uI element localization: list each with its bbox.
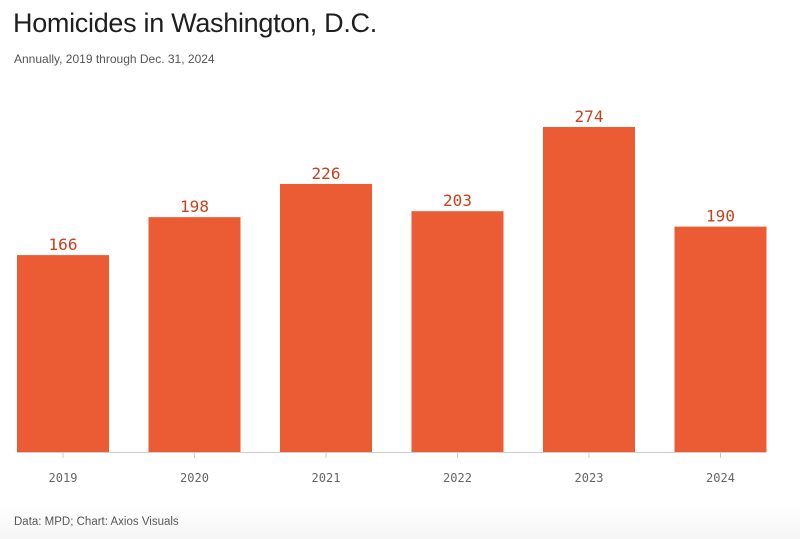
- x-tick-label-2023: 2023: [575, 471, 604, 485]
- bar-2024: [674, 226, 767, 452]
- value-label-2024: 190: [706, 207, 735, 226]
- bar-2023: [543, 127, 635, 452]
- value-label-2023: 274: [575, 107, 604, 126]
- x-tick-label-2022: 2022: [443, 471, 472, 485]
- bar-2020: [148, 217, 241, 452]
- value-label-2021: 226: [312, 164, 341, 183]
- chart-source: Data: MPD; Chart: Axios Visuals: [14, 516, 179, 528]
- value-label-2019: 166: [49, 235, 78, 254]
- value-label-2022: 203: [443, 191, 472, 210]
- x-tick-label-2021: 2021: [312, 471, 341, 485]
- bar-2022: [411, 211, 504, 452]
- x-tick-label-2024: 2024: [706, 471, 735, 485]
- bars-group: [17, 127, 767, 452]
- tick-marks-group: [62, 452, 721, 458]
- chart-title: Homicides in Washington, D.C.: [13, 8, 377, 38]
- value-label-2020: 198: [180, 197, 209, 216]
- x-tick-label-2019: 2019: [49, 471, 78, 485]
- bar-2021: [280, 183, 372, 452]
- x-tick-labels-group: 2019 2020 2021 2022 2023 2024: [49, 471, 735, 485]
- value-labels-group: 166 198 226 203 274 190: [49, 107, 735, 254]
- chart-subtitle: Annually, 2019 through Dec. 31, 2024: [14, 52, 215, 66]
- bar-2019: [17, 255, 109, 452]
- x-tick-label-2020: 2020: [180, 471, 209, 485]
